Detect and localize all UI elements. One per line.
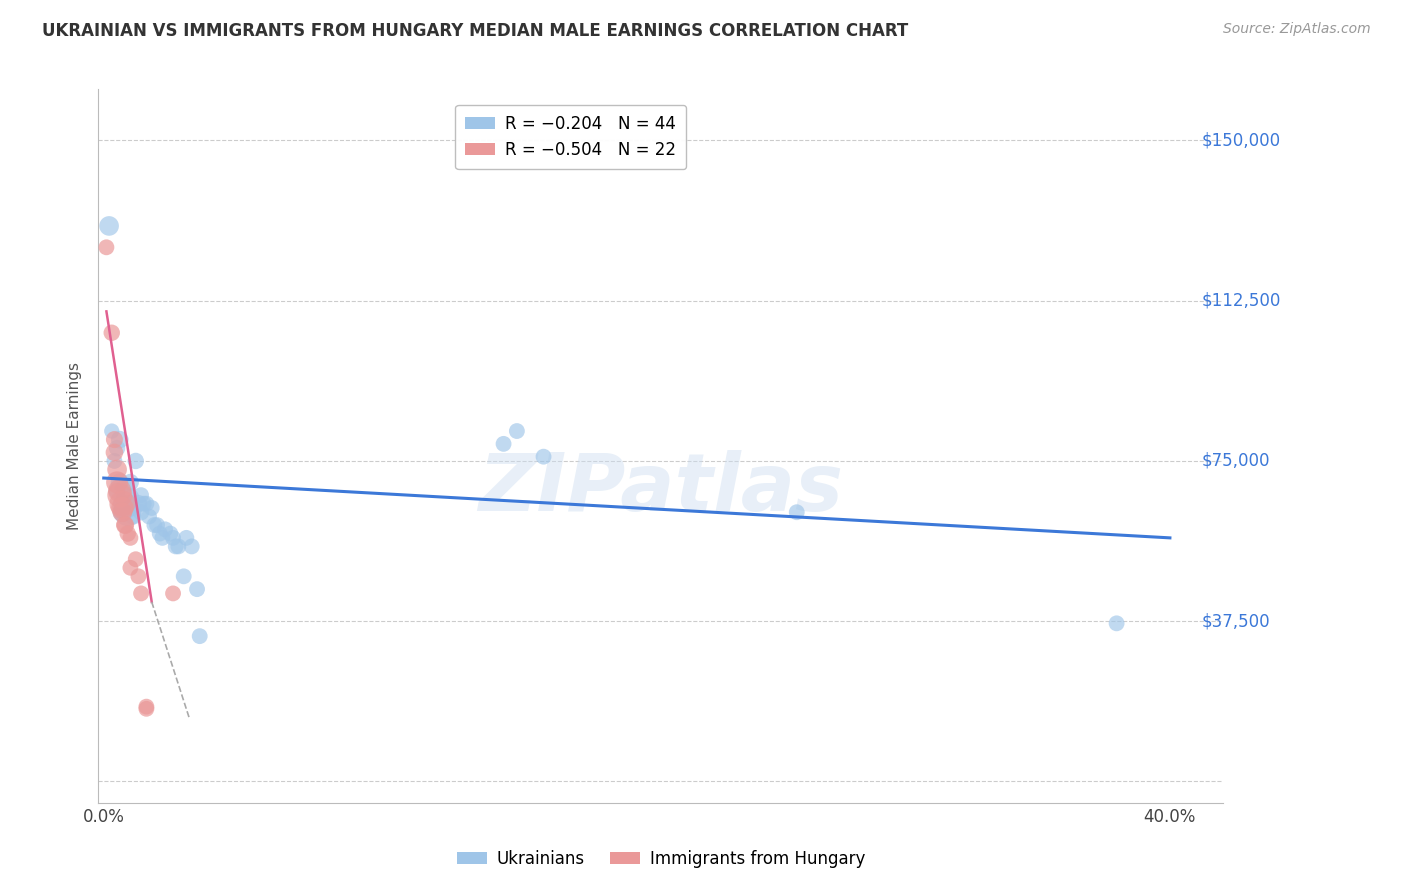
Point <box>146 518 169 533</box>
Point <box>117 526 139 541</box>
Point <box>138 509 160 524</box>
Point <box>127 569 149 583</box>
Point <box>153 522 176 536</box>
Point <box>114 500 136 515</box>
Y-axis label: Median Male Earnings: Median Male Earnings <box>67 362 83 530</box>
Point <box>180 540 202 554</box>
Point <box>122 500 145 515</box>
Point <box>114 518 136 533</box>
Point <box>125 454 148 468</box>
Point <box>103 433 125 447</box>
Legend: R = −0.204   N = 44, R = −0.504   N = 22: R = −0.204 N = 44, R = −0.504 N = 22 <box>456 104 686 169</box>
Text: $75,000: $75,000 <box>1202 452 1271 470</box>
Point <box>135 497 157 511</box>
Point <box>186 582 208 596</box>
Point <box>159 526 181 541</box>
Text: UKRAINIAN VS IMMIGRANTS FROM HUNGARY MEDIAN MALE EARNINGS CORRELATION CHART: UKRAINIAN VS IMMIGRANTS FROM HUNGARY MED… <box>42 22 908 40</box>
Point <box>103 454 125 468</box>
Point <box>173 569 195 583</box>
Point <box>149 526 172 541</box>
Point <box>129 488 152 502</box>
Point <box>117 505 139 519</box>
Point <box>129 505 152 519</box>
Point <box>132 497 155 511</box>
Point <box>165 540 187 554</box>
Point <box>100 326 122 340</box>
Point <box>141 500 163 515</box>
Legend: Ukrainians, Immigrants from Hungary: Ukrainians, Immigrants from Hungary <box>450 844 872 875</box>
Point <box>111 497 134 511</box>
Point <box>105 483 128 498</box>
Point <box>127 497 149 511</box>
Point <box>506 424 529 438</box>
Point <box>129 586 152 600</box>
Point <box>105 462 128 476</box>
Text: $112,500: $112,500 <box>1202 292 1281 310</box>
Point <box>108 488 131 502</box>
Point <box>108 483 131 498</box>
Point <box>111 505 134 519</box>
Point <box>122 509 145 524</box>
Point <box>117 492 139 507</box>
Point <box>162 531 184 545</box>
Point <box>120 561 142 575</box>
Text: ZIPatlas: ZIPatlas <box>478 450 844 528</box>
Point <box>108 475 131 490</box>
Point <box>114 483 136 498</box>
Point <box>98 219 121 233</box>
Point <box>120 497 142 511</box>
Point <box>111 500 134 515</box>
Point <box>135 699 157 714</box>
Text: $150,000: $150,000 <box>1202 131 1281 150</box>
Point <box>111 505 134 519</box>
Point <box>786 505 808 519</box>
Point <box>162 586 184 600</box>
Point <box>120 475 142 490</box>
Point <box>135 702 157 716</box>
Point <box>125 552 148 566</box>
Point <box>105 441 128 455</box>
Point <box>111 497 134 511</box>
Point <box>120 531 142 545</box>
Point <box>492 437 515 451</box>
Point <box>105 475 128 490</box>
Text: $37,500: $37,500 <box>1202 612 1271 630</box>
Text: Source: ZipAtlas.com: Source: ZipAtlas.com <box>1223 22 1371 37</box>
Point <box>150 531 173 545</box>
Point <box>188 629 211 643</box>
Point <box>1105 616 1128 631</box>
Point <box>96 240 118 254</box>
Point <box>114 518 136 533</box>
Point <box>176 531 198 545</box>
Point <box>103 445 125 459</box>
Point <box>108 433 131 447</box>
Point <box>143 518 166 533</box>
Point <box>533 450 555 464</box>
Point <box>100 424 122 438</box>
Point <box>167 540 190 554</box>
